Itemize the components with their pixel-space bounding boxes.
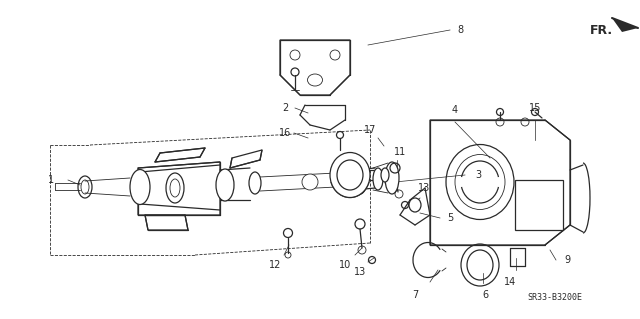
- Ellipse shape: [385, 162, 399, 194]
- Text: 12: 12: [269, 260, 281, 270]
- Bar: [515, 180, 563, 230]
- Text: FR.: FR.: [590, 24, 613, 36]
- Polygon shape: [138, 162, 220, 215]
- Text: 13: 13: [354, 267, 366, 277]
- Ellipse shape: [353, 166, 367, 194]
- Text: 15: 15: [529, 103, 541, 113]
- Polygon shape: [145, 215, 188, 230]
- Text: 2: 2: [282, 103, 288, 113]
- Text: 14: 14: [504, 277, 516, 287]
- Text: 6: 6: [482, 290, 488, 300]
- Ellipse shape: [216, 169, 234, 201]
- Polygon shape: [230, 150, 262, 168]
- Text: 9: 9: [564, 255, 570, 265]
- Text: 16: 16: [279, 128, 291, 138]
- Ellipse shape: [130, 169, 150, 204]
- Ellipse shape: [249, 172, 261, 194]
- Text: 8: 8: [457, 25, 463, 35]
- Text: 1: 1: [48, 175, 54, 185]
- Ellipse shape: [373, 168, 383, 190]
- Polygon shape: [280, 40, 350, 95]
- Polygon shape: [155, 148, 205, 162]
- Polygon shape: [612, 18, 638, 32]
- Ellipse shape: [330, 152, 370, 197]
- Ellipse shape: [302, 174, 318, 190]
- Ellipse shape: [381, 168, 389, 182]
- Ellipse shape: [409, 198, 421, 212]
- Text: 5: 5: [447, 213, 453, 223]
- Text: 3: 3: [475, 170, 481, 180]
- Text: 10: 10: [339, 260, 351, 270]
- Text: 4: 4: [452, 105, 458, 115]
- Polygon shape: [430, 120, 570, 245]
- Text: 13: 13: [418, 183, 430, 193]
- Text: 11: 11: [394, 147, 406, 157]
- Text: 17: 17: [364, 125, 376, 135]
- Text: SR33-B3200E: SR33-B3200E: [527, 293, 582, 302]
- Text: 7: 7: [412, 290, 418, 300]
